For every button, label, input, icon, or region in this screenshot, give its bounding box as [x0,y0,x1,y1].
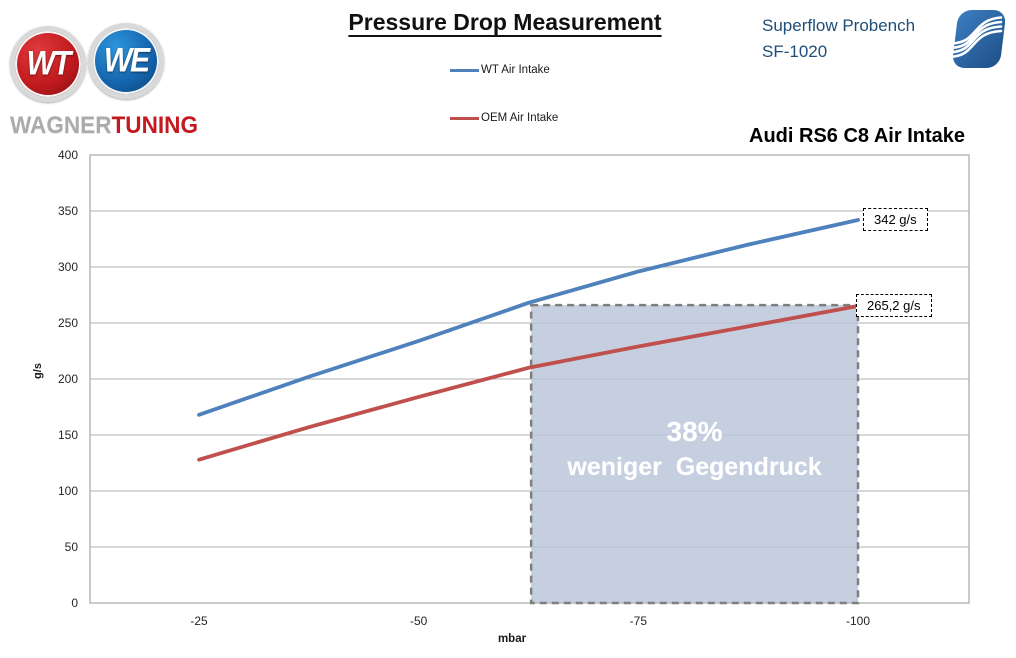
bench-model: SF-1020 [762,42,828,61]
legend-label-wt: WT Air Intake [481,64,550,76]
superflow-logo-icon [948,10,1006,68]
x-axis-title: mbar [497,633,527,645]
y-tick-labels: 0 50 100 150 200 250 300 350 400 [58,148,78,610]
svg-text:200: 200 [58,372,78,386]
svg-text:-75: -75 [630,614,648,628]
svg-text:250: 250 [58,316,78,330]
we-mark: WE [103,41,150,80]
superflow-bench-block: Superflow Probench SF-1020 [760,10,1010,80]
series-end-label-wt: 342 g/s [863,207,928,231]
svg-text:-100: -100 [846,614,870,628]
bench-name: Superflow Probench [762,16,916,35]
series-line-0 [197,218,860,417]
plot-border [89,154,970,604]
chart-title: Audi RS6 C8 Air Intake [749,125,965,147]
svg-text:350: 350 [58,204,78,218]
legend-label-oem: OEM Air Intake [481,112,559,124]
series-line-1 [197,304,860,462]
region-label-text: weniger Gegendruck [567,453,822,482]
region-label-percent: 38% [666,416,723,448]
legend-item-wt-air-intake: WT Air Intake [450,64,550,76]
svg-text:100: 100 [58,484,78,498]
svg-text:400: 400 [58,148,78,162]
page-title: Pressure Drop Measurement [348,9,662,35]
svg-text:150: 150 [58,428,78,442]
legend-item-oem-air-intake: OEM Air Intake [450,112,558,124]
annotation-region [529,303,860,605]
superflow-bench-text: Superflow Probench SF-1020 [762,13,915,65]
x-tick-labels: -25 -50 -75 -100 [190,614,870,628]
oem-line-marker-icon [450,116,479,120]
brand-word-wagner: WAGNER [10,112,112,139]
y-axis-title: g/s [31,363,44,379]
wt-red-badge-icon: WT [10,26,86,102]
svg-text:-50: -50 [410,614,428,628]
region-annotation-label: 38% weniger Gegendruck [531,415,858,485]
wt-mark: WT [26,44,72,83]
we-blue-badge-icon: WE [88,23,164,99]
series-end-label-oem: 265,2 g/s [856,293,932,317]
brand-wordmark: WAGNERTUNING [10,112,198,140]
svg-text:0: 0 [71,596,78,610]
svg-text:50: 50 [65,540,79,554]
brand-word-tuning: TUNING [111,112,198,139]
svg-text:-25: -25 [190,614,208,628]
svg-text:300: 300 [58,260,78,274]
wt-line-marker-icon [450,68,479,72]
wagner-tuning-logo: WT WE WAGNERTUNING [6,6,198,146]
